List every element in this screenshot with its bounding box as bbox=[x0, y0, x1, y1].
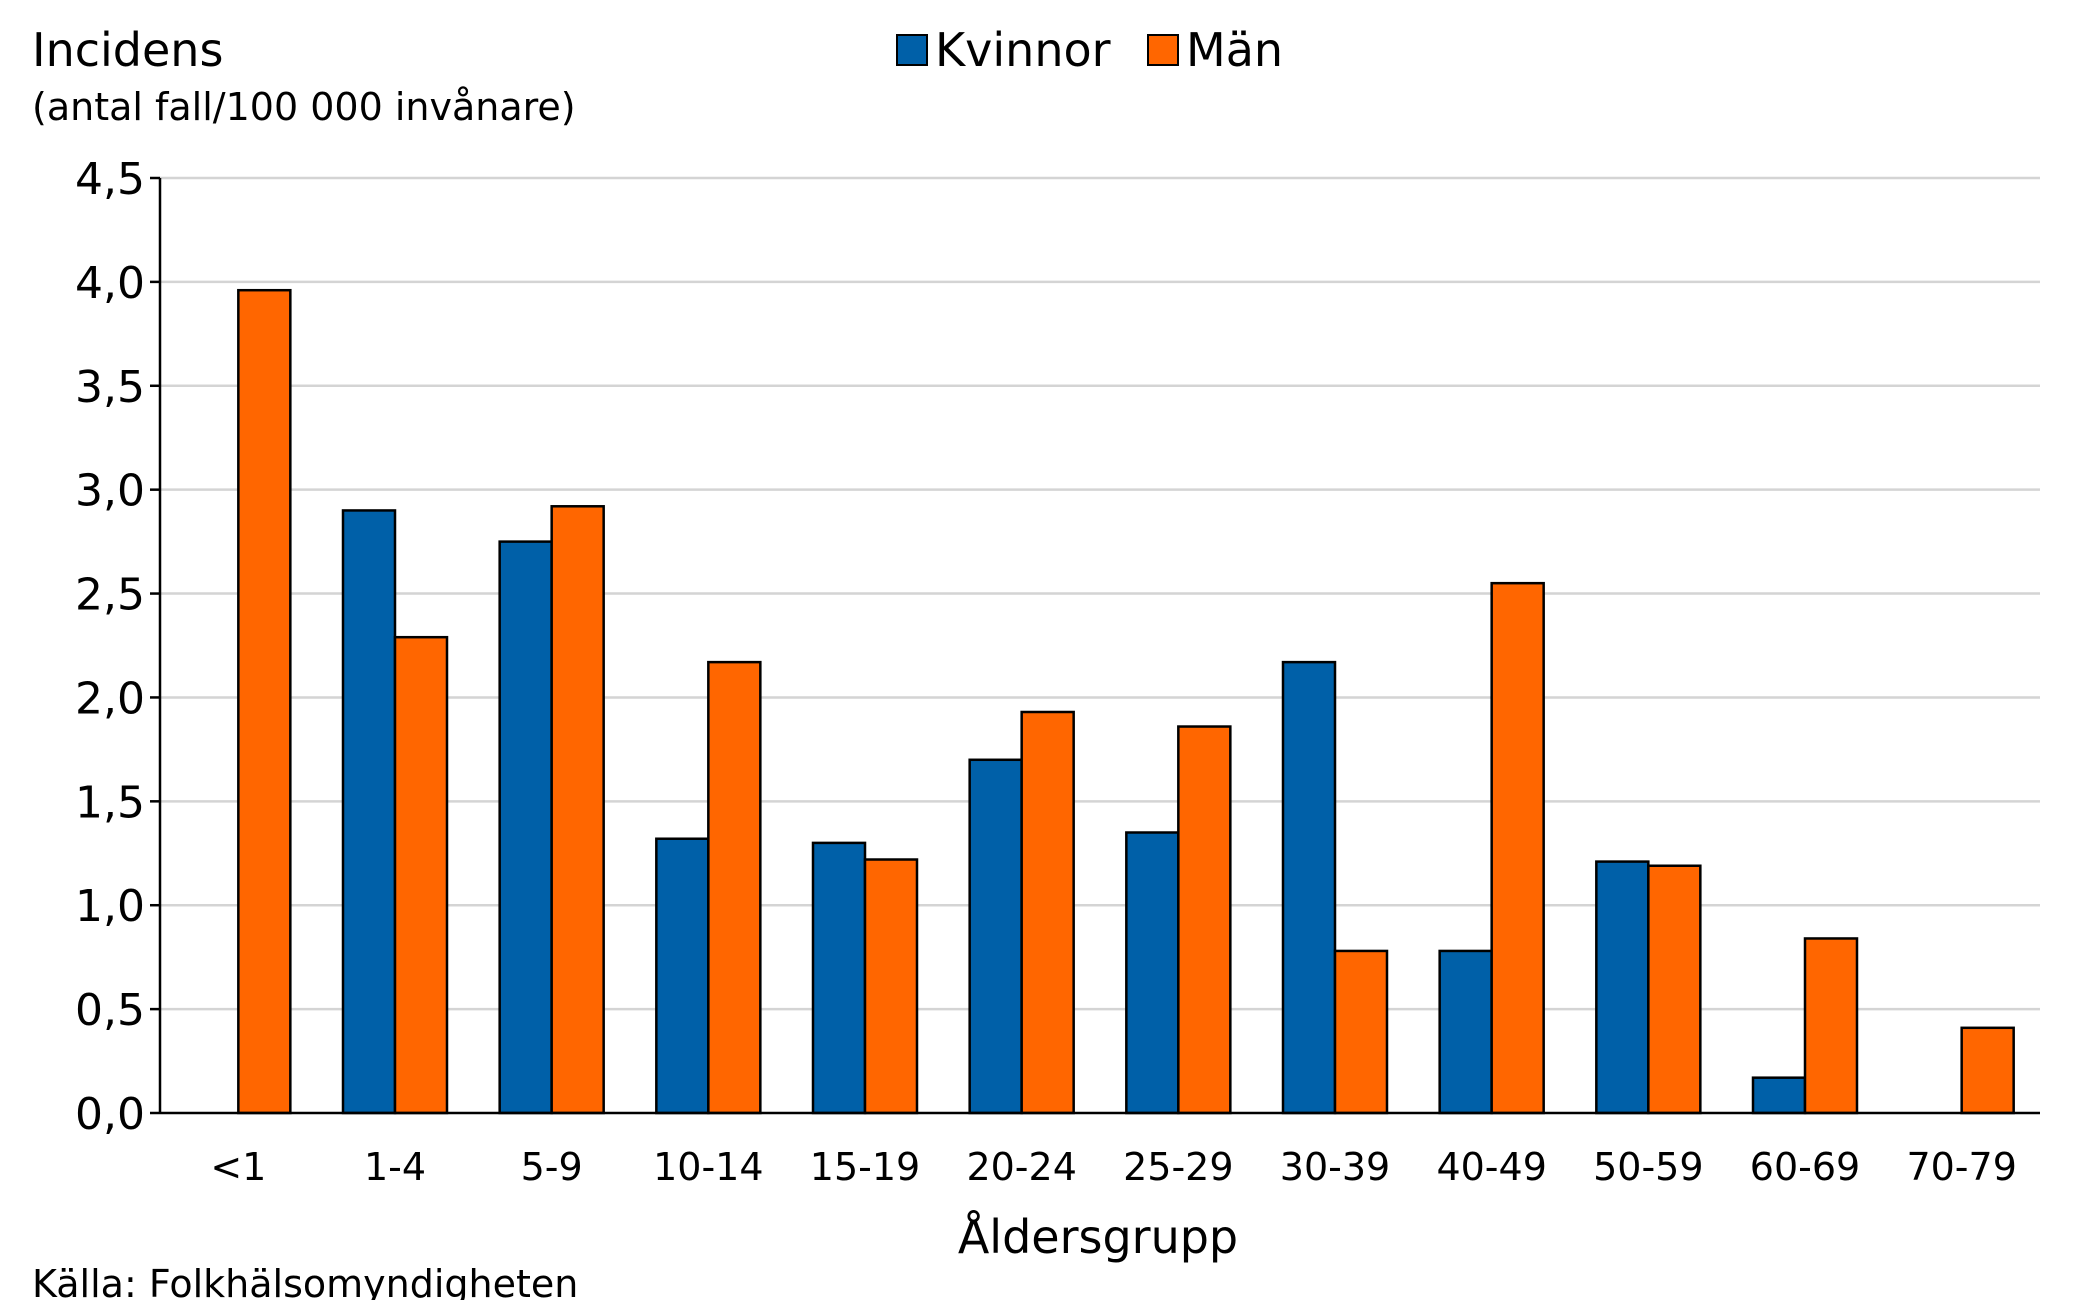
x-tick-label: 15-19 bbox=[810, 1145, 920, 1189]
bar-kvinnor bbox=[341, 509, 397, 1115]
x-tick-label: 10-14 bbox=[653, 1145, 763, 1189]
x-tick-label: 5-9 bbox=[521, 1145, 583, 1189]
x-tick-label: 1-4 bbox=[364, 1145, 426, 1189]
legend-label-kvinnor: Kvinnor bbox=[935, 23, 1111, 77]
y-tick-label: 2,0 bbox=[75, 673, 145, 724]
gridlines bbox=[160, 176, 2040, 1011]
y-tick-label: 3,0 bbox=[75, 466, 145, 517]
legend-swatch-kvinnor bbox=[896, 34, 928, 66]
bar-man bbox=[1960, 1026, 2015, 1115]
y-tick-labels: 0,0 0,5 1,0 1,5 2,0 2,5 3,0 3,5 4,0 4,5 bbox=[75, 154, 145, 1140]
x-tick-label: 60-69 bbox=[1750, 1145, 1860, 1189]
x-tick-label: 25-29 bbox=[1123, 1145, 1233, 1189]
bar-man bbox=[1020, 710, 1075, 1115]
legend: Kvinnor Män bbox=[896, 23, 1283, 77]
bars bbox=[237, 288, 2015, 1115]
legend-swatch-man bbox=[1147, 34, 1179, 66]
bar-man bbox=[1333, 949, 1389, 1115]
bar-kvinnor bbox=[1281, 660, 1337, 1115]
y-tick-label: 4,5 bbox=[75, 154, 145, 205]
x-tick-label: 70-79 bbox=[1906, 1145, 2016, 1189]
y-axis-title: Incidens bbox=[32, 23, 223, 77]
x-tick-labels: <1 1-4 5-9 10-14 15-19 20-24 25-29 30-39 40-49 50… bbox=[210, 1145, 2017, 1189]
bar-man bbox=[1647, 864, 1702, 1115]
bar-man bbox=[1177, 725, 1232, 1115]
bar-man bbox=[550, 505, 605, 1115]
y-tick-label: 0,0 bbox=[75, 1089, 145, 1140]
x-tick-label: 20-24 bbox=[966, 1145, 1076, 1189]
x-tick-label: 40-49 bbox=[1436, 1145, 1546, 1189]
axes bbox=[150, 176, 2040, 1115]
bar-kvinnor bbox=[1595, 860, 1650, 1115]
bar-man bbox=[237, 288, 292, 1115]
bar-man bbox=[863, 858, 919, 1115]
x-tick-label: 30-39 bbox=[1280, 1145, 1390, 1189]
y-tick-label: 1,5 bbox=[75, 777, 145, 828]
bar-kvinnor bbox=[1438, 949, 1493, 1115]
bar-man bbox=[1803, 937, 1859, 1115]
bar-kvinnor bbox=[498, 540, 553, 1115]
y-tick-label: 1,0 bbox=[75, 881, 145, 932]
x-tick-label: <1 bbox=[210, 1145, 266, 1189]
bar-kvinnor bbox=[968, 758, 1023, 1115]
y-axis-unit: (antal fall/100 000 invånare) bbox=[32, 85, 576, 129]
x-axis-title: Åldersgrupp bbox=[958, 1210, 1238, 1264]
bar-man bbox=[1490, 581, 1545, 1115]
bar-kvinnor bbox=[655, 837, 710, 1115]
y-tick-label: 3,5 bbox=[75, 362, 145, 413]
bar-man bbox=[707, 660, 762, 1115]
y-tick-label: 4,0 bbox=[75, 258, 145, 309]
bar-man bbox=[393, 635, 449, 1115]
x-tick-label: 50-59 bbox=[1593, 1145, 1703, 1189]
bar-kvinnor bbox=[811, 841, 867, 1115]
legend-label-man: Män bbox=[1186, 23, 1283, 77]
y-tick-label: 0,5 bbox=[75, 985, 145, 1036]
bar-kvinnor bbox=[1751, 1076, 1807, 1115]
y-tick-label: 2,5 bbox=[75, 570, 145, 621]
source-note: Källa: Folkhälsomyndigheten bbox=[32, 1262, 578, 1300]
bar-kvinnor bbox=[1125, 831, 1180, 1115]
